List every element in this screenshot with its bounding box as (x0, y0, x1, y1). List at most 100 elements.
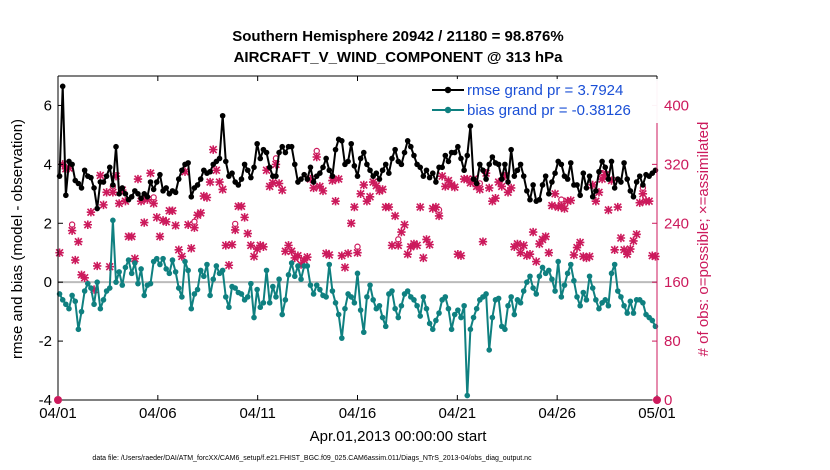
rmse-data-point (310, 179, 317, 185)
rmse-data-point (323, 155, 329, 162)
bias-data-point (254, 286, 260, 293)
obs-assimilated-marker (130, 254, 140, 263)
y-tick-label: -4 (39, 392, 52, 409)
rmse-data-point (636, 173, 643, 179)
obs-assimilated-marker (312, 152, 321, 162)
bias-data-point (614, 288, 621, 294)
obs-possible-marker (354, 243, 361, 250)
obs-assimilated-marker (171, 221, 180, 230)
rmse-data-point (417, 164, 424, 171)
obs-assimilated-marker (67, 226, 77, 235)
rmse-data-point (279, 143, 286, 150)
bias-data-point (226, 304, 232, 311)
obs-assimilated-marker (293, 251, 303, 260)
legend-rmse-label: rmse grand pr = 3.7924 (467, 82, 623, 99)
rmse-data-point (298, 176, 304, 182)
rmse-data-point (461, 167, 467, 174)
y-tick-label: 0 (44, 274, 52, 291)
obs-assimilated-marker (187, 244, 196, 253)
rmse-data-point (442, 152, 449, 159)
rmse-data-point (455, 143, 461, 150)
rmse-data-point (552, 170, 558, 176)
rmse-data-point (495, 161, 502, 168)
rmse-data-point (94, 205, 101, 212)
obs-assimilated-marker (368, 177, 378, 187)
rmse-data-point (564, 176, 571, 182)
bias-data-point (555, 258, 562, 265)
bias-data-point (128, 270, 135, 277)
rmse-data-point (238, 176, 245, 182)
bias-data-point (100, 297, 107, 303)
bias-data-point (411, 297, 417, 303)
rmse-data-point (599, 158, 605, 165)
obs-assimilated-marker (594, 188, 604, 197)
obs-assimilated-marker (321, 249, 331, 258)
obs-assimilated-marker (315, 182, 325, 191)
rmse-data-point (477, 161, 483, 168)
bias-data-point (502, 326, 508, 333)
rmse-data-point (382, 161, 389, 168)
obs-assimilated-marker (356, 189, 365, 199)
rmse-data-point (157, 171, 163, 178)
obs-assimilated-marker (588, 180, 597, 190)
bias-data-point (335, 311, 342, 318)
bias-data-point (464, 392, 471, 399)
rmse-data-point (392, 146, 398, 153)
bias-data-point (596, 305, 602, 312)
rmse-data-point (408, 143, 414, 150)
obs-assimilated-marker (500, 171, 510, 181)
bias-data-point (179, 294, 185, 300)
bias-data-point (110, 217, 116, 224)
rmse-data-point (536, 196, 543, 203)
rmse-data-point (282, 149, 289, 156)
bias-data-point (182, 258, 188, 265)
y-tick-label: 4 (44, 156, 52, 173)
bias-data-point (323, 294, 329, 300)
rmse-data-point (558, 161, 565, 168)
rmse-data-point (549, 179, 555, 185)
rmse-data-point (611, 185, 618, 191)
obs-assimilated-marker (550, 189, 560, 199)
rmse-data-point (351, 163, 358, 169)
obs-assimilated-marker (127, 232, 136, 241)
bias-data-point (304, 263, 311, 269)
bias-data-point (298, 276, 304, 283)
obs-assimilated-marker (375, 186, 384, 196)
obs-assimilated-marker (610, 245, 619, 254)
obs-assimilated-marker (215, 177, 224, 187)
bias-data-point (539, 264, 546, 271)
rmse-data-point (480, 167, 486, 174)
rmse-data-point (367, 167, 373, 174)
rmse-data-point (633, 179, 640, 185)
obs-assimilated-marker (265, 182, 274, 191)
y-axis-label: rmse and bias (model - observation) (9, 119, 26, 359)
obs-assimilated-marker (93, 261, 102, 271)
bias-data-point (426, 320, 433, 327)
rmse-data-point (404, 138, 411, 144)
bias-data-point (495, 295, 502, 302)
obs-assimilated-marker (271, 160, 281, 169)
rmse-data-point (373, 170, 380, 176)
bias-data-point (580, 289, 587, 296)
rmse-data-point (433, 179, 439, 185)
obs-assimilated-marker (287, 247, 296, 256)
y2-tick-label: 160 (664, 274, 689, 291)
rmse-data-point (621, 160, 627, 166)
obs-assimilated-marker (180, 167, 190, 176)
rmse-data-point (451, 149, 458, 156)
obs-possible-marker (231, 220, 239, 228)
obs-assimilated-marker (86, 208, 96, 217)
rmse-data-point (593, 188, 599, 194)
rmse-data-point (103, 173, 110, 179)
obs-assimilated-marker (337, 251, 347, 260)
bias-data-point (291, 273, 298, 280)
obs-assimilated-marker (274, 179, 284, 188)
bias-data-point (160, 255, 166, 262)
x-tick-label: 04/01 (39, 405, 77, 422)
bias-data-point (106, 285, 113, 291)
obs-assimilated-marker (140, 218, 149, 227)
rmse-data-point (273, 173, 279, 179)
obs-assimilated-marker (340, 263, 350, 272)
obs-assimilated-marker (83, 220, 92, 229)
bias-data-point (276, 276, 282, 283)
